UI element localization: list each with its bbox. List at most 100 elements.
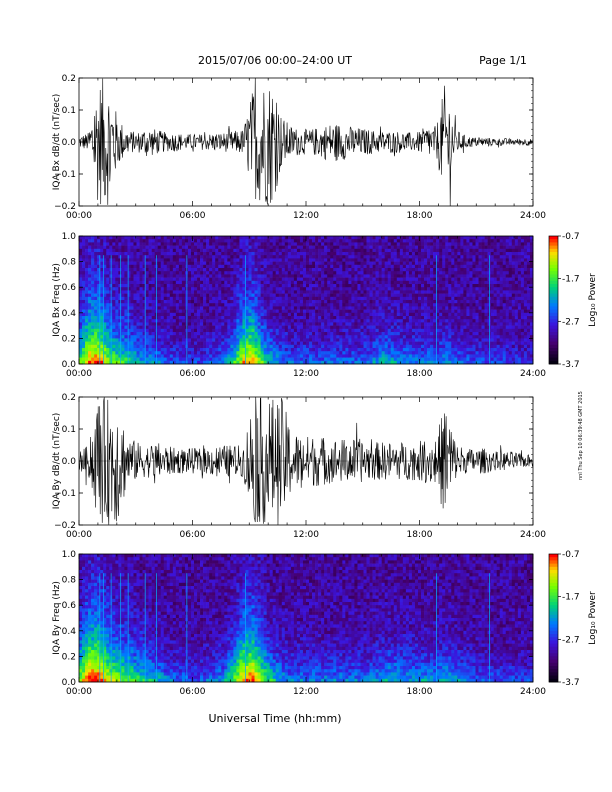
heatmap-cell xyxy=(221,338,225,342)
heatmap-cell xyxy=(181,354,186,358)
heatmap-cell xyxy=(233,360,237,365)
heatmap-cell xyxy=(239,284,243,288)
heatmap-cell xyxy=(405,341,410,346)
heatmap-cell xyxy=(390,348,395,352)
heatmap-cell xyxy=(94,239,98,243)
heatmap-cell xyxy=(269,252,274,256)
heatmap-cell xyxy=(224,328,228,333)
heatmap-cell xyxy=(118,344,122,349)
heatmap-cell xyxy=(408,309,413,314)
heatmap-cell xyxy=(348,239,352,243)
heatmap-cell xyxy=(387,271,392,275)
heatmap-cell xyxy=(166,236,171,240)
heatmap-cell xyxy=(309,268,313,272)
heatmap-cell xyxy=(103,287,107,291)
heatmap-cell xyxy=(227,306,231,310)
heatmap-cell xyxy=(414,341,419,346)
heatmap-cell xyxy=(312,271,316,275)
heatmap-cell xyxy=(187,274,192,278)
heatmap-cell xyxy=(445,354,449,358)
heatmap-cell xyxy=(112,300,116,304)
heatmap-cell xyxy=(366,360,370,365)
heatmap-cell xyxy=(242,236,246,240)
heatmap-cell xyxy=(97,300,101,304)
heatmap-cell xyxy=(315,277,319,282)
heatmap-cell xyxy=(230,348,234,352)
heatmap-cell xyxy=(309,357,313,362)
heatmap-cell xyxy=(163,239,168,243)
heatmap-cell xyxy=(309,255,313,259)
heatmap-cell xyxy=(381,264,385,269)
heatmap-cell xyxy=(445,319,449,323)
heatmap-cell xyxy=(172,264,177,269)
heatmap-cell xyxy=(345,300,349,304)
heatmap-cell xyxy=(254,242,258,246)
heatmap-cell xyxy=(160,236,165,240)
heatmap-cell xyxy=(445,264,449,269)
heatmap-cell xyxy=(233,268,237,272)
heatmap-cell xyxy=(417,274,422,278)
heatmap-cell xyxy=(393,354,398,358)
heatmap-cell xyxy=(130,319,134,323)
heatmap-cell xyxy=(436,354,440,358)
heatmap-cell xyxy=(163,261,168,266)
heatmap-cell xyxy=(330,296,334,301)
heatmap-cell xyxy=(421,293,425,298)
heatmap-cell xyxy=(366,280,370,285)
heatmap-cell xyxy=(224,277,228,282)
heatmap-cell xyxy=(299,284,304,288)
heatmap-cell xyxy=(239,309,243,314)
heatmap-cell xyxy=(411,354,416,358)
heatmap-cell xyxy=(366,338,370,342)
heatmap-cell xyxy=(121,293,125,298)
heatmap-cell xyxy=(433,312,437,317)
heatmap-cell xyxy=(245,290,249,294)
heatmap-cell xyxy=(227,284,231,288)
heatmap-cell xyxy=(251,332,255,336)
heatmap-cell xyxy=(421,239,425,243)
heatmap-cell xyxy=(309,239,313,243)
heatmap-cell xyxy=(318,319,322,323)
heatmap-cell xyxy=(272,303,277,307)
heatmap-cell xyxy=(239,348,243,352)
heatmap-cell xyxy=(442,255,446,259)
heatmap-cell xyxy=(163,303,168,307)
heatmap-cell xyxy=(178,341,183,346)
heatmap-cell xyxy=(290,274,295,278)
heatmap-cell xyxy=(169,264,174,269)
heatmap-cell xyxy=(203,303,207,307)
heatmap-cell xyxy=(245,338,249,342)
heatmap-cell xyxy=(254,261,258,266)
heatmap-cell xyxy=(363,264,367,269)
heatmap-cell xyxy=(378,360,382,365)
heatmap-cell xyxy=(281,351,286,355)
heatmap-cell xyxy=(372,280,376,285)
heatmap-cell xyxy=(254,338,258,342)
heatmap-cell xyxy=(393,245,398,250)
heatmap-cell xyxy=(315,360,319,365)
heatmap-cell xyxy=(151,248,155,253)
heatmap-cell xyxy=(333,258,337,262)
heatmap-cell xyxy=(254,348,258,352)
heatmap-cell xyxy=(103,293,107,298)
heatmap-cell xyxy=(296,277,301,282)
heatmap-cell xyxy=(181,261,186,266)
heatmap-cell xyxy=(88,287,92,291)
heatmap-cell xyxy=(212,319,216,323)
heatmap-cell xyxy=(239,316,243,320)
heatmap-cell xyxy=(227,258,231,262)
heatmap-cell xyxy=(275,248,280,253)
heatmap-cell xyxy=(133,258,137,262)
heatmap-cell xyxy=(296,264,301,269)
heatmap-cell xyxy=(248,293,252,298)
heatmap-cell xyxy=(79,325,83,330)
heatmap-cell xyxy=(333,264,337,269)
heatmap-cell xyxy=(85,344,89,349)
heatmap-cell xyxy=(281,258,286,262)
heatmap-cell xyxy=(103,328,107,333)
heatmap-cell xyxy=(348,236,352,240)
heatmap-cell xyxy=(257,296,261,301)
heatmap-cell xyxy=(312,360,316,365)
heatmap-cell xyxy=(233,277,237,282)
heatmap-cell xyxy=(354,357,358,362)
